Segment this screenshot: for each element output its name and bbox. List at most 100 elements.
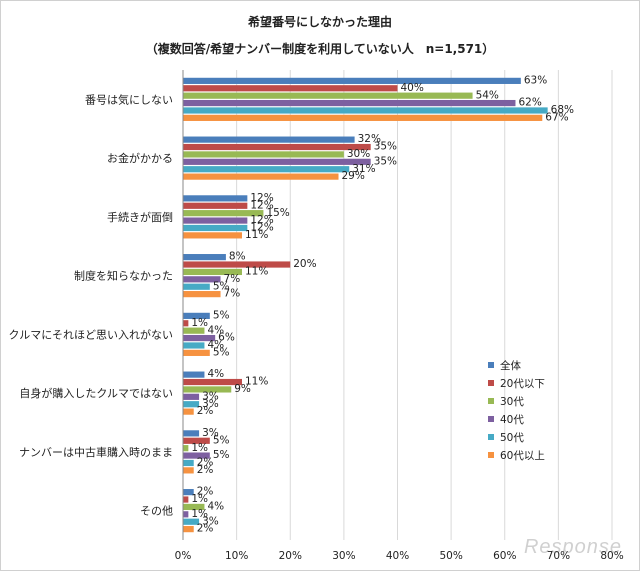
legend-item: 50代	[488, 428, 618, 446]
x-tick-label: 60%	[493, 550, 516, 562]
data-label: 12%	[250, 199, 273, 211]
bar	[183, 92, 473, 99]
bar	[183, 166, 350, 173]
data-label: 8%	[229, 251, 246, 263]
data-label: 1%	[191, 317, 208, 329]
data-label: 3%	[202, 427, 219, 439]
bar	[183, 114, 543, 121]
bar	[183, 210, 264, 217]
bar	[183, 334, 216, 342]
x-tick-label: 70%	[547, 550, 570, 562]
category-label: 自身が購入したクルマではない	[19, 386, 173, 400]
data-label: 12%	[250, 192, 273, 204]
data-label: 6%	[218, 332, 235, 344]
bar	[183, 217, 248, 224]
data-label: 68%	[551, 104, 574, 116]
data-label: 3%	[202, 515, 219, 527]
legend-item: 20代以下	[488, 374, 618, 392]
data-label: 40%	[401, 82, 424, 94]
bar	[183, 276, 221, 283]
category-label: 制度を知らなかった	[74, 269, 173, 283]
bar	[183, 496, 189, 503]
legend-item: 全体	[488, 356, 618, 374]
data-label: 35%	[374, 155, 397, 167]
bar	[183, 224, 248, 232]
data-label: 54%	[476, 89, 499, 101]
legend-swatch	[488, 362, 494, 368]
data-label: 5%	[213, 434, 230, 446]
data-label: 1%	[191, 508, 208, 520]
data-label: 35%	[374, 141, 397, 153]
x-tick-label: 20%	[279, 550, 302, 562]
bar	[183, 312, 210, 319]
data-label: 15%	[266, 207, 289, 219]
data-label: 63%	[524, 74, 547, 86]
bar	[183, 254, 226, 261]
legend-label: 全体	[500, 359, 521, 372]
data-label: 1%	[191, 493, 208, 505]
category-label: 番号は気にしない	[85, 92, 173, 106]
category-label: クルマにそれほど思い入れがない	[9, 327, 173, 341]
bar	[183, 261, 291, 268]
data-label: 11%	[245, 229, 268, 241]
legend-label: 40代	[500, 413, 524, 426]
legend-label: 30代	[500, 395, 524, 408]
bar	[183, 143, 371, 151]
bar	[183, 386, 232, 393]
bar	[183, 467, 194, 474]
bar	[183, 195, 248, 202]
legend-item: 40代	[488, 410, 618, 428]
bar	[183, 349, 210, 356]
bar	[183, 99, 516, 107]
legend-label: 50代	[500, 431, 524, 444]
data-label: 4%	[207, 324, 224, 336]
category-label: 手続きが面倒	[107, 210, 173, 224]
bar	[183, 526, 194, 533]
data-label: 31%	[352, 163, 375, 175]
bar	[183, 459, 194, 467]
bar	[183, 430, 200, 437]
legend-swatch	[488, 380, 494, 386]
bar	[183, 371, 205, 378]
watermark-logo: Response	[523, 536, 622, 558]
bar	[183, 107, 548, 114]
data-label: 7%	[224, 273, 241, 285]
bar	[183, 518, 200, 525]
data-label: 5%	[213, 309, 230, 321]
data-label: 5%	[213, 346, 230, 358]
x-tick-label: 30%	[332, 550, 355, 562]
data-label: 29%	[342, 170, 365, 182]
data-label: 67%	[545, 111, 568, 123]
data-label: 4%	[207, 501, 224, 513]
bar	[183, 283, 210, 290]
legend-label: 60代以上	[500, 449, 545, 462]
x-tick-label: 40%	[386, 550, 409, 562]
bar	[183, 136, 355, 143]
x-tick-label: 10%	[225, 550, 248, 562]
data-label: 32%	[358, 133, 381, 145]
legend-item: 30代	[488, 392, 618, 410]
data-label: 20%	[293, 258, 316, 270]
legend-label: 20代以下	[500, 377, 545, 390]
data-label: 2%	[197, 486, 214, 498]
category-label: ナンバーは中古車購入時のまま	[19, 445, 173, 459]
data-label: 4%	[207, 368, 224, 380]
bar	[183, 408, 194, 415]
data-label: 5%	[213, 280, 230, 292]
bar	[183, 401, 200, 408]
bar	[183, 327, 205, 334]
data-label: 62%	[518, 97, 541, 109]
data-label: 2%	[197, 464, 214, 476]
category-label: お金がかかる	[107, 151, 173, 165]
bar	[183, 437, 210, 444]
legend-swatch	[488, 452, 494, 458]
bar	[183, 268, 242, 276]
bar	[183, 452, 210, 459]
data-label: 7%	[224, 288, 241, 300]
data-label: 2%	[197, 523, 214, 535]
bar	[183, 291, 221, 298]
data-label: 2%	[197, 457, 214, 469]
data-label: 9%	[234, 383, 251, 395]
bar	[183, 158, 371, 165]
